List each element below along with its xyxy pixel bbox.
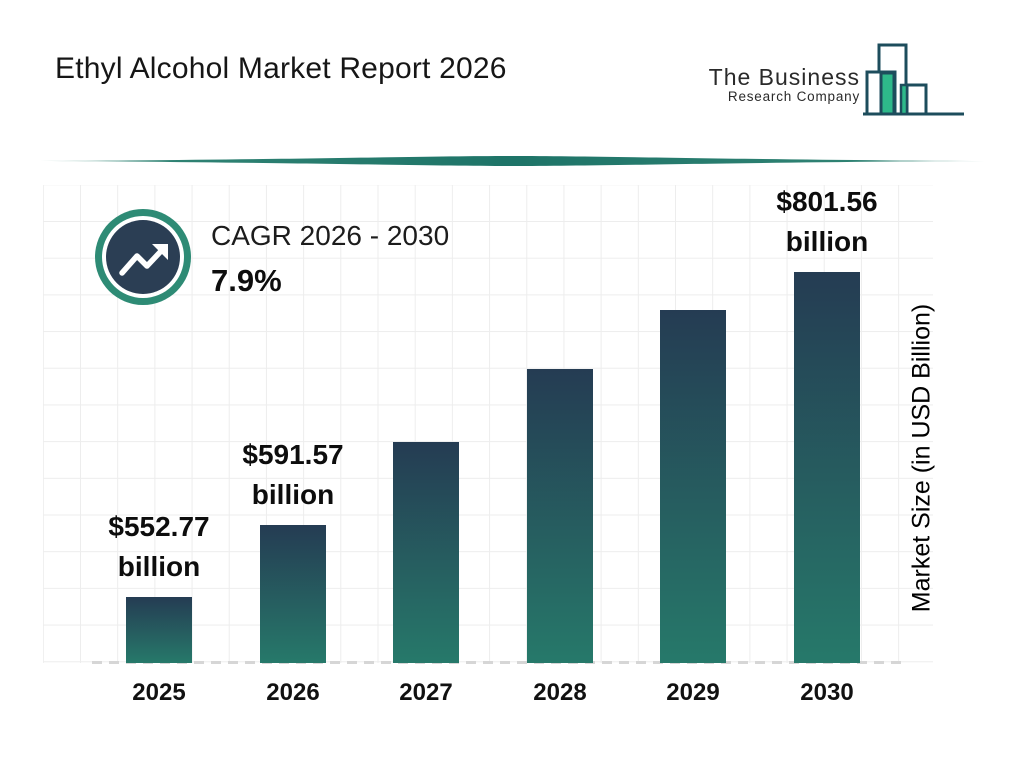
- logo-text-secondary: Research Company: [727, 89, 860, 104]
- bar-value-label: $552.77 billion: [39, 507, 279, 587]
- cagr-badge: [95, 209, 191, 305]
- chart-bar: [527, 369, 593, 663]
- bar-value-label: $591.57 billion: [173, 435, 413, 515]
- chart-grid: [43, 185, 933, 663]
- x-axis-tick-label: 2025: [132, 679, 186, 706]
- x-axis-tick-label: 2027: [399, 679, 453, 706]
- chart-bar: [393, 442, 459, 663]
- cagr-range-label: CAGR 2026 - 2030: [211, 220, 450, 251]
- x-axis-tick-label: 2028: [533, 679, 587, 706]
- bar-value-unit: billion: [117, 551, 201, 582]
- y-axis-label: Market Size (in USD Billion): [907, 303, 936, 613]
- divider-line: [40, 156, 985, 166]
- x-axis-tick-label: 2029: [666, 679, 720, 706]
- bar-chart-skyline-icon: [863, 43, 964, 116]
- x-axis-baseline: [92, 661, 906, 664]
- company-logo: The Business Research Company: [709, 43, 966, 118]
- x-axis-tick-label: 2026: [266, 679, 320, 706]
- bar-value-unit: billion: [785, 226, 869, 257]
- bar-value-amount: $801.56: [776, 186, 878, 217]
- x-axis-tick-label: 2030: [800, 679, 854, 706]
- bar-value-unit: billion: [251, 479, 335, 510]
- bar-value-label: $801.56 billion: [707, 182, 947, 262]
- trending-up-icon: [119, 244, 168, 276]
- page-title: Ethyl Alcohol Market Report 2026: [55, 52, 507, 85]
- bar-value-amount: $552.77: [108, 511, 210, 542]
- logo-text-primary: The Business: [708, 64, 860, 90]
- cagr-value: 7.9%: [211, 263, 282, 298]
- logo-text: The Business Research Company: [709, 65, 860, 118]
- chart-bar: [260, 525, 326, 663]
- chart-bar: [126, 597, 192, 663]
- chart-bar: [660, 310, 726, 663]
- bar-value-amount: $591.57: [242, 439, 344, 470]
- cagr-badge-core: [106, 220, 180, 294]
- chart-bar: [794, 272, 860, 663]
